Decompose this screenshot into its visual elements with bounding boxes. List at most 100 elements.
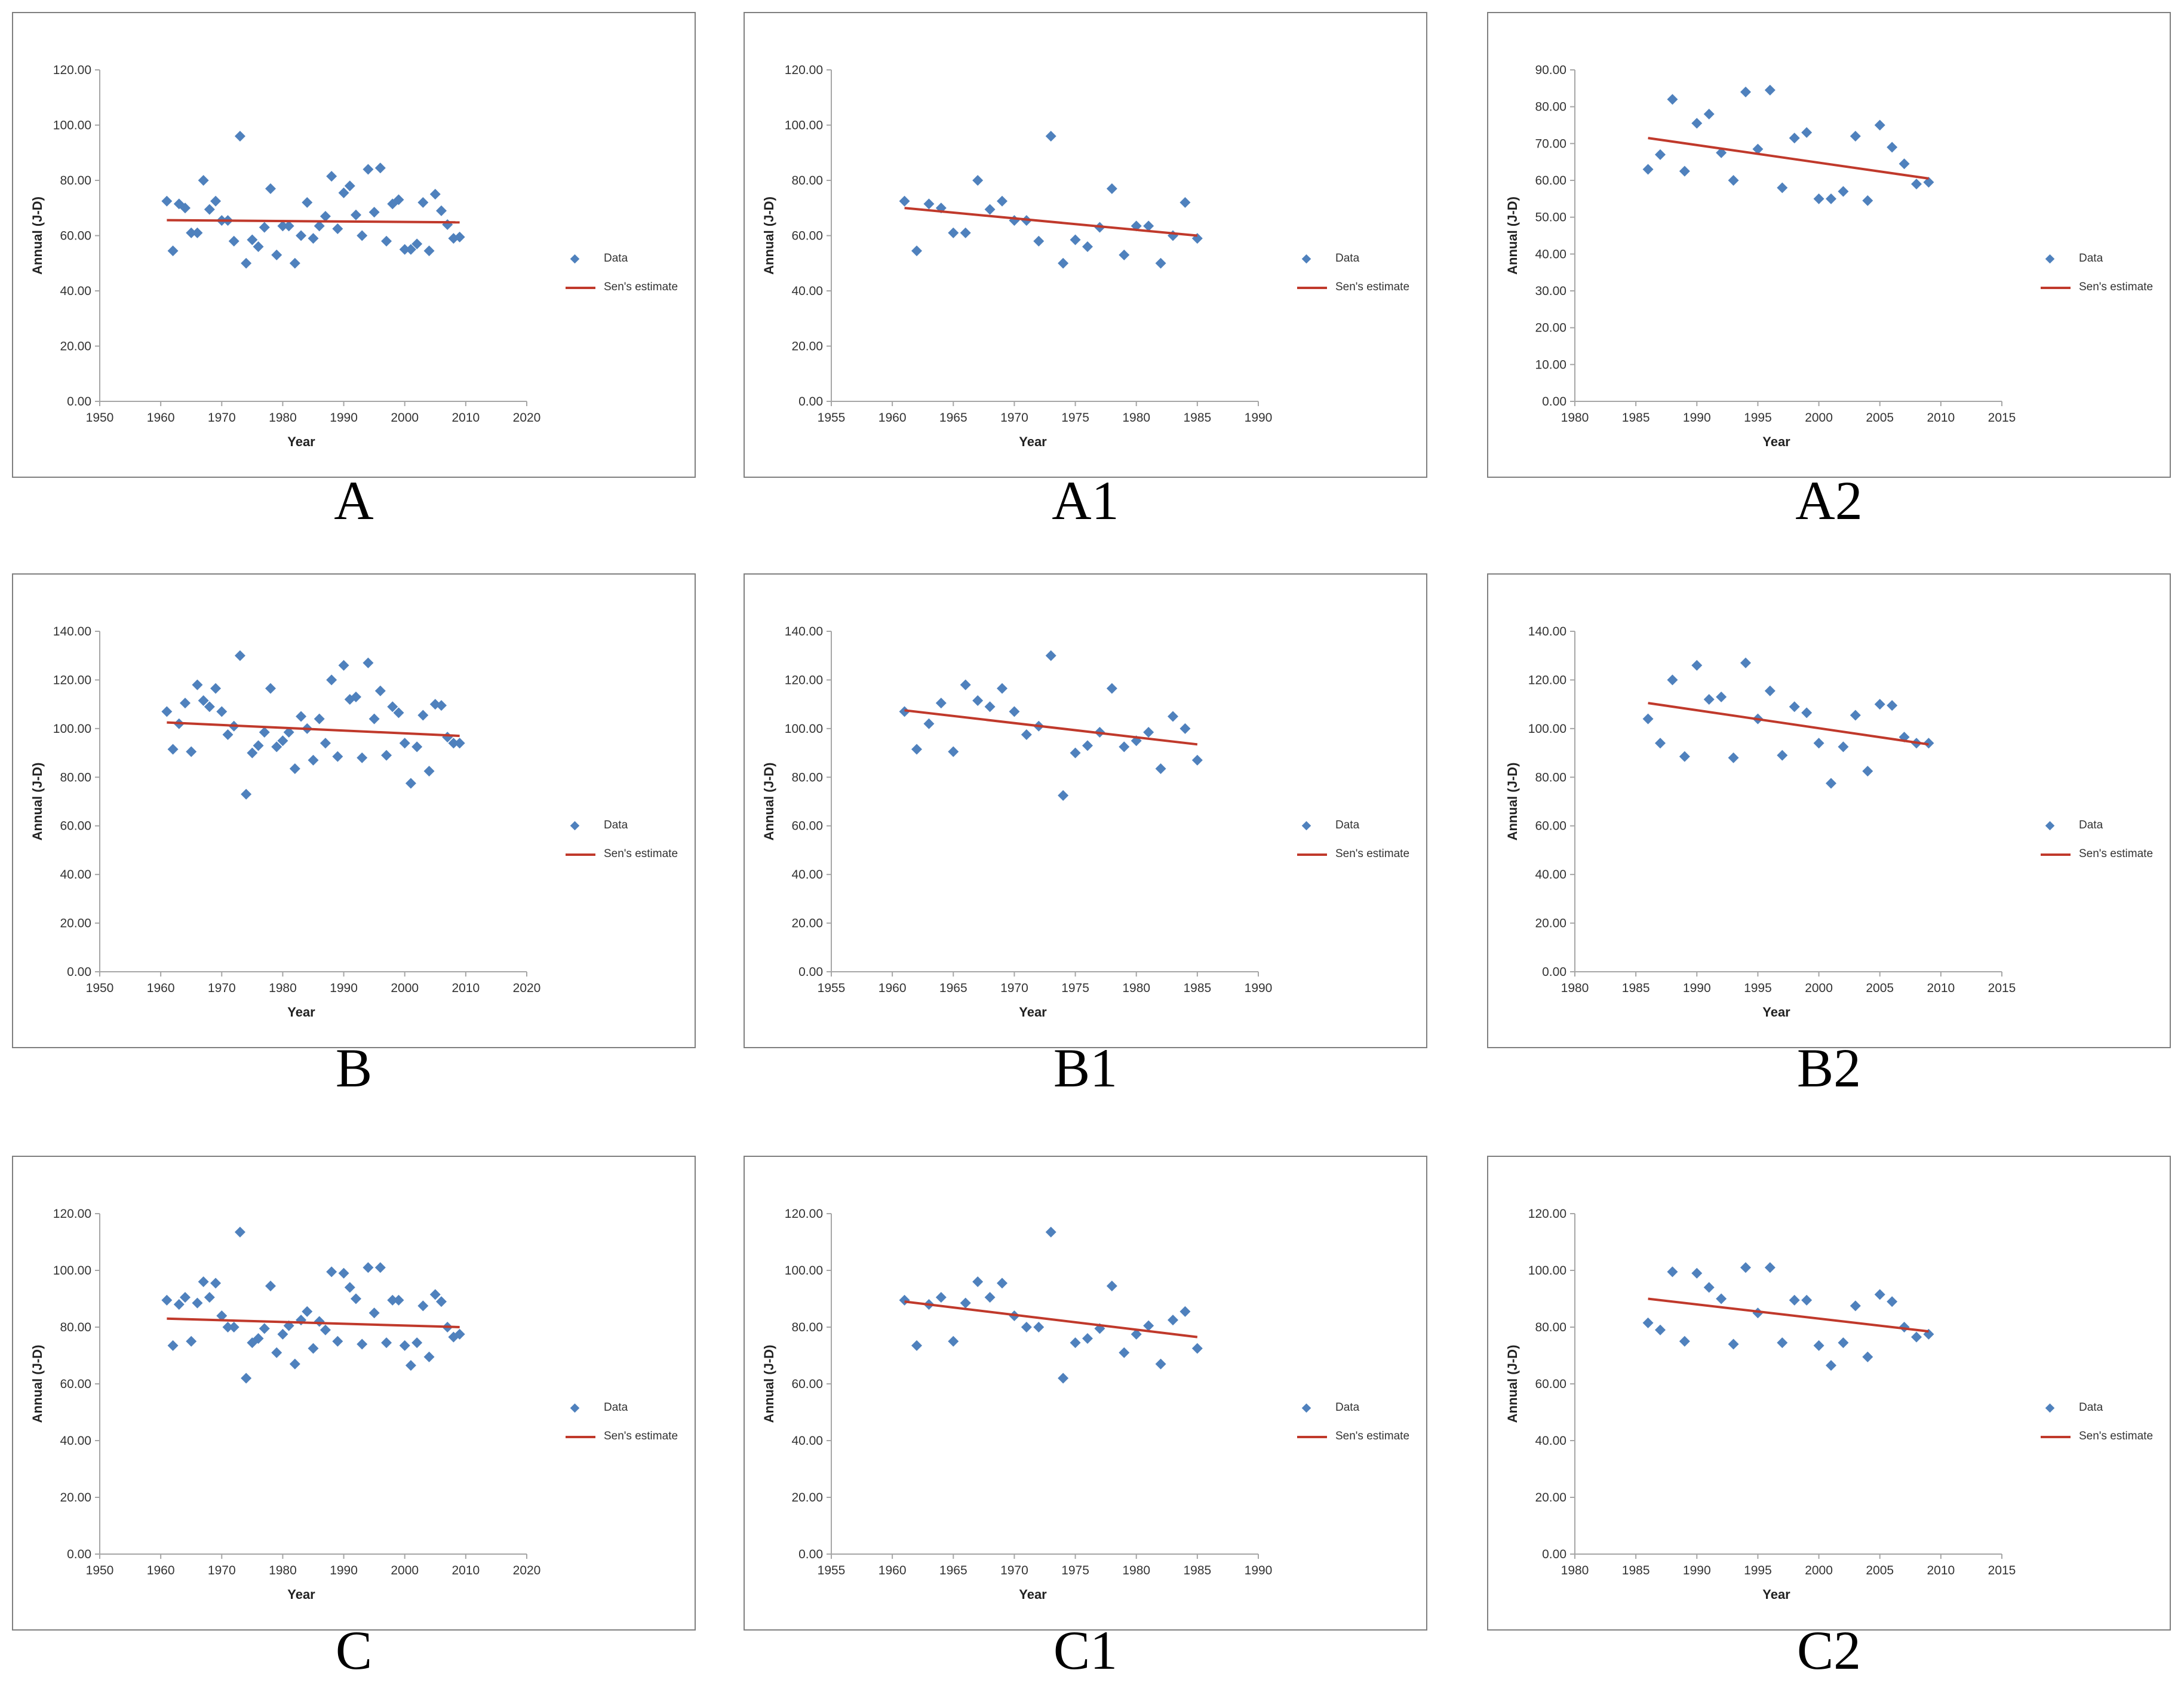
x-axis-title: Year <box>287 434 315 449</box>
line-marker-icon <box>1297 1435 1327 1438</box>
x-tick-label: 2010 <box>451 1564 480 1577</box>
x-tick-label: 1960 <box>147 1564 175 1577</box>
data-point <box>417 710 429 721</box>
x-tick-label: 1960 <box>878 1564 907 1577</box>
data-point <box>899 706 910 717</box>
data-point <box>1143 1320 1154 1331</box>
data-point <box>960 227 971 238</box>
x-tick-label: 1955 <box>818 1564 846 1577</box>
data-point <box>302 1306 313 1317</box>
y-axis-title: Annual (J-D) <box>761 197 776 275</box>
data-point <box>344 1282 355 1293</box>
data-point <box>1862 766 1873 777</box>
y-tick-label: 20.00 <box>1535 321 1566 335</box>
line-marker-icon <box>2041 853 2071 856</box>
y-tick-label: 80.00 <box>791 1321 823 1334</box>
data-point <box>399 1340 410 1351</box>
data-point <box>911 1340 922 1351</box>
data-point <box>241 788 252 800</box>
data-point <box>192 679 203 690</box>
data-point <box>192 227 203 238</box>
data-point <box>387 701 398 713</box>
data-point <box>1716 1293 1727 1304</box>
y-axis-title: Annual (J-D) <box>1505 197 1520 275</box>
line-marker-icon <box>2041 287 2071 290</box>
data-point <box>1009 706 1020 717</box>
data-point <box>948 746 959 757</box>
x-tick-label: 2020 <box>513 981 541 995</box>
data-point <box>222 729 234 741</box>
data-point <box>296 711 307 722</box>
legend-label-trend: Sen's estimate <box>2079 1429 2154 1442</box>
x-tick-label: 1970 <box>208 1564 236 1577</box>
x-tick-label: 1980 <box>269 411 297 425</box>
y-tick-label: 120.00 <box>1528 1207 1566 1221</box>
data-point <box>1191 754 1203 766</box>
data-point <box>1728 175 1739 186</box>
data-point <box>247 747 258 759</box>
data-point <box>161 1294 173 1306</box>
y-axis-title: Annual (J-D) <box>1505 763 1520 841</box>
x-tick-label: 1980 <box>269 981 297 995</box>
x-tick-label: 1980 <box>1561 981 1589 995</box>
data-point <box>374 1262 386 1273</box>
data-point <box>1667 94 1678 105</box>
data-point <box>363 657 374 668</box>
data-point <box>1777 1337 1788 1349</box>
line-marker-icon <box>1297 853 1327 856</box>
y-tick-label: 40.00 <box>1535 868 1566 882</box>
x-tick-label: 1990 <box>1683 411 1711 425</box>
data-point <box>1642 1317 1654 1328</box>
data-point <box>1009 215 1020 226</box>
data-point <box>344 180 355 192</box>
data-point <box>997 1278 1007 1289</box>
data-point <box>1838 1337 1849 1349</box>
chart-panel-a: 0.00 20.00 40.00 60.00 80.00 100.00 120.00 1950… <box>12 12 696 478</box>
y-tick-label: 40.00 <box>60 284 91 298</box>
panel-caption: B <box>335 1037 373 1098</box>
data-point <box>1143 220 1154 232</box>
data-point <box>1179 197 1191 208</box>
data-point <box>259 222 270 233</box>
y-tick-label: 60.00 <box>60 229 91 243</box>
y-tick-label: 100.00 <box>53 1264 91 1278</box>
y-tick-label: 40.00 <box>791 868 823 882</box>
legend-label-data: Data <box>1335 1401 1360 1414</box>
legend-label-data: Data <box>604 818 628 831</box>
data-point <box>436 700 447 711</box>
data-point <box>1143 726 1154 738</box>
data-point <box>320 738 331 749</box>
legend-label-trend: Sen's estimate <box>1335 847 1410 860</box>
data-point <box>363 164 374 175</box>
x-tick-label: 2020 <box>513 1564 541 1577</box>
data-point <box>1655 738 1666 749</box>
data-point <box>911 245 922 256</box>
data-point <box>1679 751 1690 762</box>
data-point <box>1801 1294 1813 1306</box>
sens-estimate-line <box>1648 702 1929 746</box>
line-marker-icon <box>566 287 595 290</box>
data-point <box>1045 1226 1056 1238</box>
x-axis-title: Year <box>287 1587 315 1602</box>
y-tick-label: 60.00 <box>60 1377 91 1391</box>
data-point <box>210 683 222 694</box>
data-point <box>1826 778 1836 789</box>
data-point <box>405 778 416 789</box>
data-point <box>1119 741 1130 753</box>
data-point <box>1874 699 1885 710</box>
data-point <box>436 1296 447 1307</box>
data-point <box>1045 131 1056 142</box>
data-point <box>923 198 935 210</box>
data-point <box>423 1351 435 1362</box>
y-tick-label: 40.00 <box>1535 1434 1566 1448</box>
x-axis-title: Year <box>1019 1005 1047 1020</box>
data-point <box>161 706 173 717</box>
legend-label-data: Data <box>1335 818 1360 831</box>
y-tick-label: 40.00 <box>1535 247 1566 261</box>
y-tick-label: 0.00 <box>1542 965 1566 979</box>
data-point <box>289 257 300 269</box>
data-point <box>1070 1337 1081 1349</box>
x-tick-label: 1980 <box>1122 411 1150 425</box>
data-point <box>180 1292 191 1303</box>
diamond-marker-icon <box>2045 1403 2055 1413</box>
